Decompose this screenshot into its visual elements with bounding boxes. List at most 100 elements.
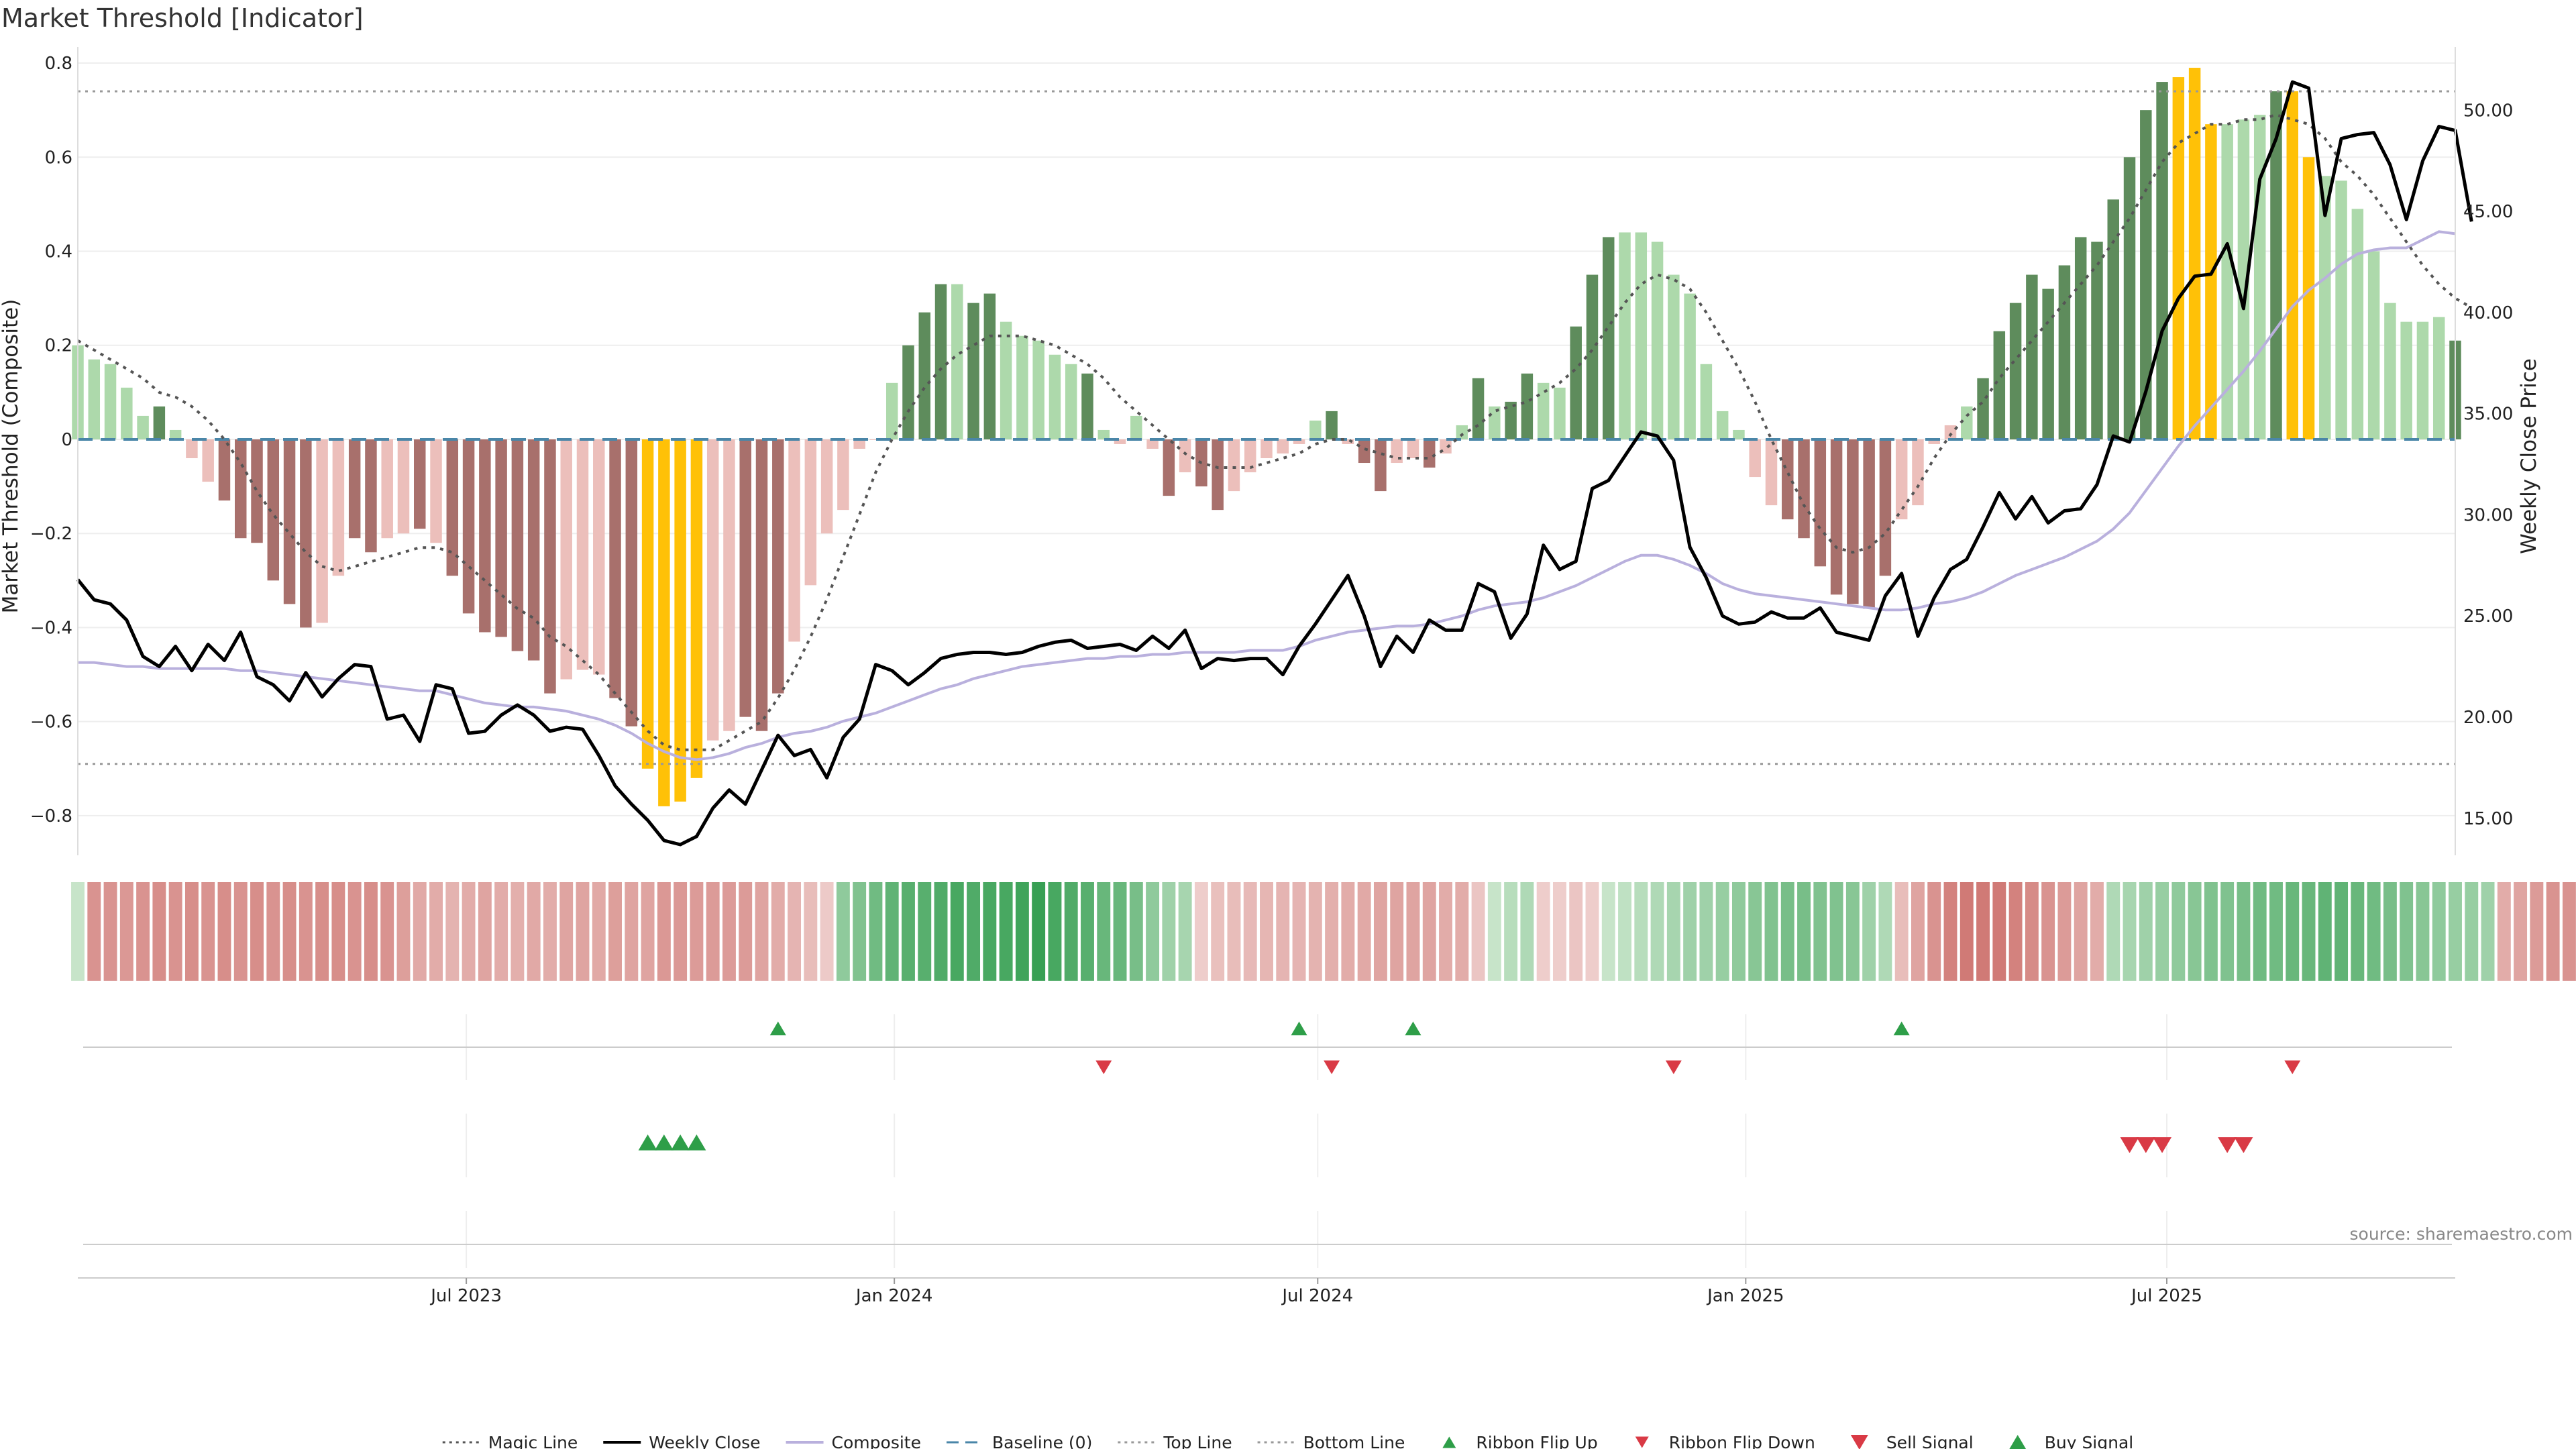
composite-bar-15 [316,439,328,623]
composite-bar-114 [1928,439,1940,444]
ribbon-cell-84 [1439,882,1452,981]
composite-bar-10 [235,439,247,539]
ribbon-cell-102 [1731,882,1746,981]
composite-bar-51 [902,345,914,439]
ribbon-cell-47 [836,882,850,981]
composite-bar-32 [593,439,605,675]
ribbon-cell-140 [2351,882,2365,981]
ribbon-cell-126 [2123,882,2137,981]
y-tick-label-3: 0.2 [45,336,72,356]
legend-label-5: Bottom Line [1303,1433,1405,1449]
ribbon-cell-27 [511,882,525,981]
composite-bar-141 [2367,251,2380,439]
y2-tick-label-6: 20.00 [2463,708,2513,728]
composite-bar-138 [2319,176,2331,439]
ribbon-cell-115 [1943,882,1957,981]
composite-bar-85 [1456,425,1468,439]
ribbon-cell-48 [853,882,867,981]
composite-bar-139 [2335,180,2347,439]
composite-bar-125 [2107,199,2119,439]
ribbon-cell-28 [527,882,541,981]
composite-bar-2 [104,364,117,439]
ribbon-cell-34 [625,882,639,981]
ribbon-cell-116 [1960,882,1974,981]
ribbon-cell-103 [1748,882,1762,981]
legend-item-0: Magic Line [442,1433,578,1449]
ribbon-cell-146 [2449,882,2462,981]
ribbon-cell-128 [2155,882,2169,981]
ribbon-cell-110 [1862,882,1876,981]
composite-bar-37 [674,439,686,802]
ribbon-cell-24 [462,882,476,981]
ribbon-cell-86 [1471,882,1485,981]
composite-bar-24 [462,439,475,614]
ribbon-cell-74 [1276,882,1290,981]
ribbon-cell-32 [592,882,606,981]
ribbon-cell-118 [1992,882,2006,981]
ribbon-cell-97 [1650,882,1664,981]
ribbon-cell-152 [2546,882,2560,981]
buy-signal-marker-2 [671,1134,690,1150]
composite-bar-21 [414,439,426,529]
composite-bar-83 [1424,439,1436,468]
ribbon-cell-58 [1015,882,1029,981]
composite-bar-11 [251,439,263,543]
composite-bar-140 [2351,209,2364,439]
composite-bar-4 [137,415,149,439]
ribbon-cell-17 [347,882,362,981]
composite-bar-144 [2416,321,2429,439]
legend-label-3: Baseline (0) [992,1433,1092,1449]
ribbon-cell-153 [2562,882,2576,981]
ribbon-cell-19 [380,882,394,981]
composite-bar-50 [885,382,898,439]
ribbon-cell-106 [1797,882,1811,981]
ribbon-cell-50 [885,882,899,981]
legend-label-0: Magic Line [488,1433,578,1449]
ribbon-cell-14 [299,882,313,981]
ribbon-cell-148 [2481,882,2495,981]
y2-tick-label-0: 50.00 [2463,101,2513,121]
composite-bar-60 [1049,354,1061,439]
ribbon-cell-112 [1894,882,1909,981]
x-tick-label-1: Jan 2024 [855,1286,933,1306]
y2-tick-label-3: 35.00 [2463,405,2513,425]
ribbon-cell-139 [2334,882,2349,981]
ribbon-cell-61 [1064,882,1078,981]
composite-bar-121 [2042,288,2054,439]
composite-bar-99 [1684,293,1696,439]
x-tick-label-0: Jul 2023 [429,1286,502,1306]
ribbon-cell-113 [1911,882,1925,981]
ribbon-cell-5 [152,882,166,981]
y-axis-label: Market Threshold (Composite) [0,299,23,614]
ribbon-cell-142 [2383,882,2397,981]
composite-bar-137 [2302,157,2315,439]
ribbon-cell-121 [2041,882,2055,981]
sell-signal-marker-0 [2120,1137,2139,1153]
composite-bar-29 [544,439,556,694]
ribbon-cell-89 [1520,882,1534,981]
composite-bar-14 [300,439,312,628]
composite-bar-143 [2400,321,2412,439]
signal-panels [83,1014,2452,1268]
composite-bar-123 [2074,237,2087,439]
ribbon-cell-149 [2497,882,2511,981]
ribbon-cell-29 [543,882,557,981]
composite-bar-73 [1260,439,1273,459]
legend-item-2: Composite [786,1433,921,1449]
x-tick-label-3: Jan 2025 [1706,1286,1784,1306]
ribbon-cell-20 [396,882,411,981]
ribbon-cell-91 [1552,882,1566,981]
ribbon-cell-95 [1618,882,1631,981]
ribbon-cell-30 [559,882,574,981]
ribbon-cell-76 [1308,882,1322,981]
ribbon-cell-119 [2008,882,2023,981]
composite-bar-65 [1130,415,1142,439]
composite-bar-67 [1163,439,1175,496]
ribbon-cell-96 [1634,882,1648,981]
composite-bar-128 [2156,82,2168,439]
ribbon-cell-98 [1666,882,1680,981]
ribbon-cell-85 [1455,882,1469,981]
ribbon-cell-40 [722,882,736,981]
legend: Magic Line Weekly Close Composite Baseline … [442,1433,2133,1449]
